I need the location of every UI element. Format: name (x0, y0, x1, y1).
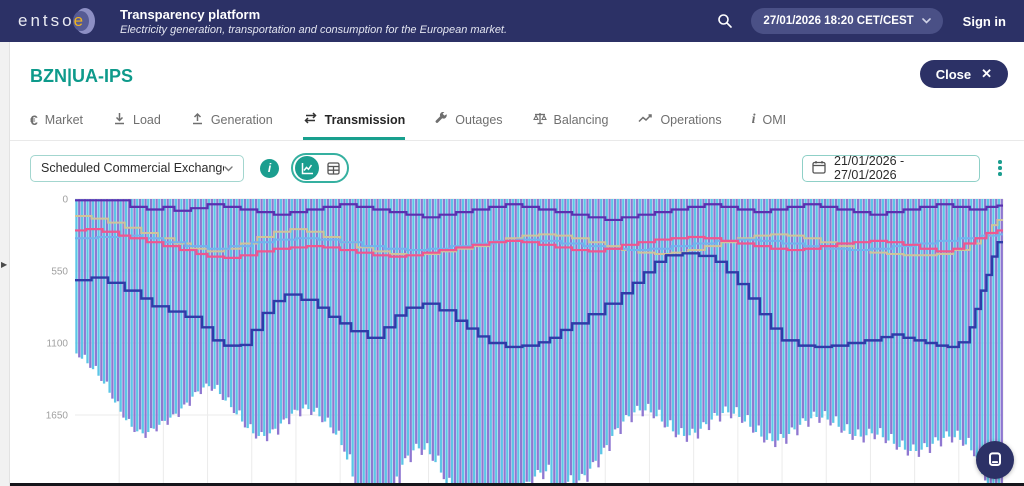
view-toggle (291, 153, 349, 183)
svg-text:1650: 1650 (46, 411, 69, 422)
svg-text:1100: 1100 (46, 339, 68, 350)
chevron-down-icon (921, 15, 931, 27)
svg-text:550: 550 (51, 267, 68, 278)
chat-icon (989, 452, 1001, 466)
tab-market[interactable]: € Market (30, 104, 83, 140)
scale-icon (532, 112, 547, 128)
transfer-icon (303, 112, 318, 127)
chart-canvas[interactable]: 0 550 1100 1650 (0, 190, 1024, 486)
svg-text:0: 0 (62, 195, 68, 206)
bottom-scroll-strip[interactable] (0, 483, 1024, 486)
tab-transmission[interactable]: Transmission (302, 104, 406, 140)
platform-title-block: Transparency platform Electricity genera… (120, 7, 507, 36)
close-icon: ✕ (981, 66, 992, 81)
tab-outages[interactable]: Outages (435, 104, 503, 140)
euro-icon: € (30, 111, 38, 128)
entsoe-logo[interactable]: entso e (18, 0, 98, 42)
logo-text: entso (18, 11, 75, 30)
platform-subtitle: Electricity generation, transportation a… (120, 23, 508, 36)
tab-label: Outages (455, 112, 503, 127)
logo-mark: e (72, 8, 97, 34)
search-icon[interactable] (713, 9, 737, 33)
logo-e-letter: e (73, 11, 84, 30)
feedback-chat-button[interactable] (976, 441, 1014, 479)
tab-label: Generation (210, 112, 273, 127)
table-view-button[interactable] (324, 159, 342, 177)
calendar-icon (812, 160, 826, 177)
close-label: Close (935, 66, 972, 82)
sign-in-button[interactable]: Sign in (962, 13, 1006, 29)
page-title: BZN|UA-IPS (30, 66, 134, 86)
datetime-value: 27/01/2026 18:20 CET/CEST (763, 15, 914, 27)
top-header: entso e Transparency platform Electricit… (0, 0, 1024, 42)
tab-balancing[interactable]: Balancing (532, 104, 609, 140)
tab-label: OMI (762, 112, 787, 127)
tab-label: Operations (660, 112, 722, 127)
tab-label: Balancing (553, 112, 609, 127)
date-range-value: 21/01/2026 - 27/01/2026 (834, 154, 905, 182)
platform-title: Transparency platform (120, 6, 261, 22)
tab-omi[interactable]: i OMI (752, 104, 787, 140)
sidebar-expand-arrow-icon[interactable]: ▶ (1, 260, 8, 269)
tab-label: Transmission (324, 112, 406, 127)
exchange-chart[interactable]: 0 550 1100 1650 (0, 190, 1024, 486)
trend-icon (638, 113, 653, 127)
upload-icon (191, 112, 204, 128)
page-head: BZN|UA-IPS Close ✕ (0, 56, 1024, 96)
tab-load[interactable]: Load (113, 104, 161, 140)
chevron-down-icon (224, 161, 233, 175)
tab-bar: € Market Load Generation Transmission Ou… (0, 104, 1024, 141)
info-icon[interactable]: i (260, 158, 279, 178)
tab-generation[interactable]: Generation (191, 104, 273, 140)
chart-view-button[interactable] (295, 156, 319, 180)
tab-operations[interactable]: Operations (638, 104, 722, 140)
chart-controls: Scheduled Commercial Exchange i 21/01/20… (0, 148, 1024, 188)
date-range-picker[interactable]: 21/01/2026 - 27/01/2026 (802, 154, 980, 182)
tab-label: Load (133, 112, 161, 127)
indicator-select[interactable]: Scheduled Commercial Exchange (30, 154, 244, 182)
datetime-selector[interactable]: 27/01/2026 18:20 CET/CEST (751, 8, 943, 34)
indicator-select-value: Scheduled Commercial Exchange (41, 161, 224, 175)
tab-label: Market (44, 112, 83, 127)
wrench-icon (435, 111, 448, 128)
info-icon: i (751, 111, 756, 127)
close-button[interactable]: Close ✕ (919, 60, 1008, 88)
download-icon (113, 112, 126, 128)
kebab-menu-icon[interactable] (992, 157, 1008, 179)
sidebar-collapsed-rail[interactable]: ▶ (0, 42, 10, 486)
